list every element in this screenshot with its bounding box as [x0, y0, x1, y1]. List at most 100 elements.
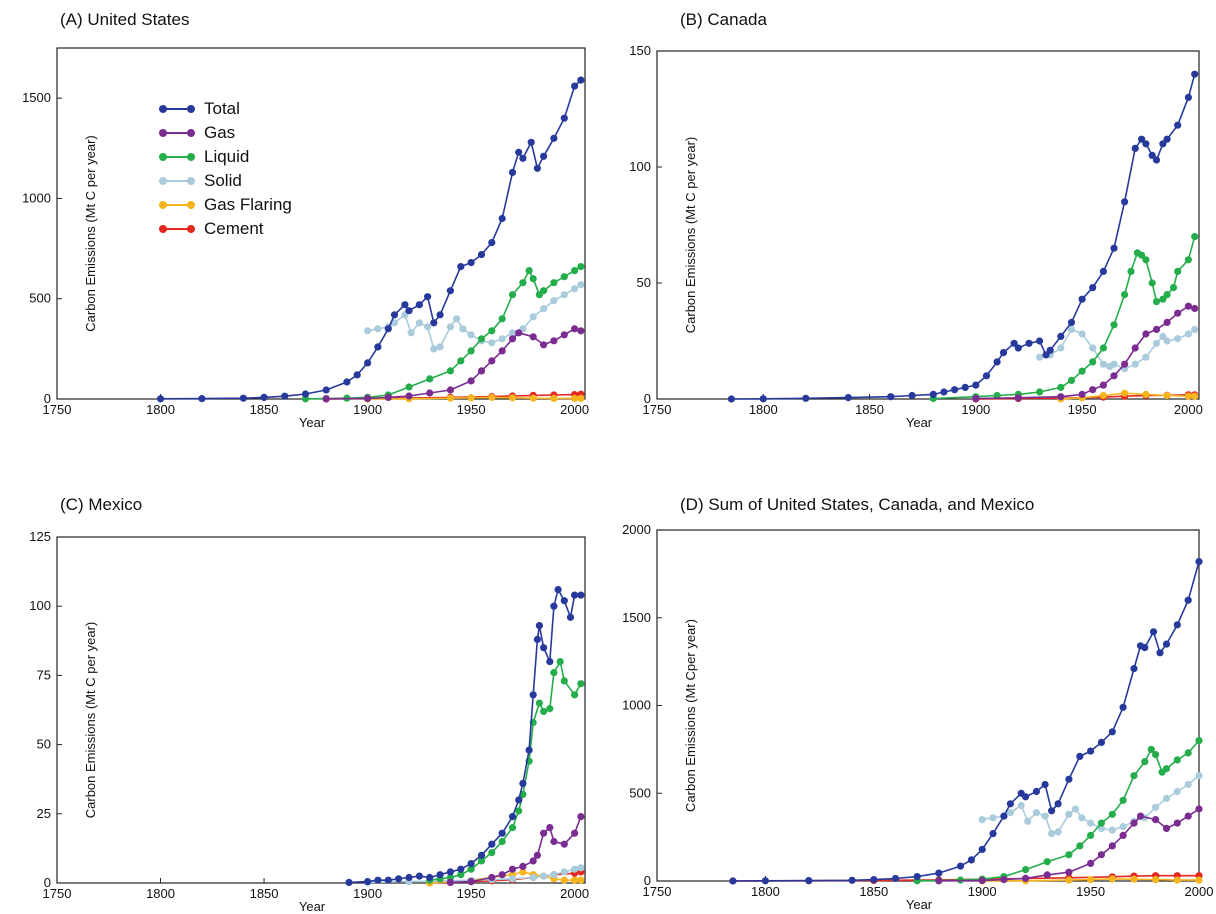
- data-point-gas-flaring: [1108, 875, 1116, 883]
- data-point-liquid: [467, 347, 475, 355]
- data-point-liquid: [1142, 256, 1150, 264]
- data-point-total: [533, 164, 542, 172]
- data-point-solid: [1131, 360, 1139, 368]
- data-point-solid: [1078, 814, 1086, 822]
- data-point-gas-flaring: [1173, 876, 1181, 884]
- series-liquid: [913, 737, 1203, 885]
- series-gas: [972, 302, 1199, 403]
- y-axis-label: Carbon Emissions (Mt C per year): [83, 622, 98, 819]
- data-point-liquid: [1173, 756, 1181, 764]
- data-point-total: [436, 871, 444, 879]
- data-point-total: [508, 813, 517, 821]
- y-tick-label: 1000: [622, 698, 651, 713]
- data-point-liquid: [577, 680, 585, 688]
- data-point-solid: [1057, 344, 1065, 352]
- data-point-total: [870, 876, 878, 884]
- panel-sum: (D) Sum of United States, Canada, and Me…: [608, 457, 1216, 914]
- y-tick-label: 100: [629, 159, 651, 174]
- data-point-gas: [1142, 330, 1150, 338]
- legend-label-cement: Cement: [204, 219, 264, 238]
- data-point-liquid: [1184, 256, 1192, 264]
- legend-swatch-cement: [158, 223, 196, 235]
- data-point-total: [395, 875, 403, 883]
- legend-swatch-solid: [158, 175, 196, 187]
- y-tick-label: 1500: [22, 90, 51, 105]
- data-point-gas-flaring: [1099, 391, 1107, 400]
- data-point-total: [1191, 70, 1199, 78]
- data-point-gas-flaring: [1130, 875, 1138, 883]
- data-point-solid: [1159, 332, 1167, 340]
- legend-label-solid: Solid: [204, 171, 242, 190]
- data-point-solid: [1162, 794, 1171, 803]
- chart-united-states: 1750 1800 1850 1900 1950 2000 0 500 1000 1500 Year…: [22, 47, 589, 430]
- data-point-total: [989, 830, 997, 838]
- y-tick-label: 0: [44, 391, 51, 406]
- data-point-solid: [550, 297, 558, 305]
- legend-marker: [159, 177, 195, 185]
- x-tick-label: 1800: [749, 402, 778, 417]
- x-tick-label: 1750: [643, 402, 672, 417]
- data-point-liquid: [1057, 383, 1065, 391]
- legend-swatch-gas-flaring: [158, 199, 196, 211]
- data-point-total: [540, 152, 548, 160]
- data-point-solid: [1065, 810, 1073, 818]
- data-point-gas: [1152, 325, 1161, 333]
- data-point-gas: [1162, 824, 1171, 832]
- data-point-liquid: [1174, 267, 1182, 275]
- data-point-solid: [571, 865, 579, 873]
- x-tick-label: 1800: [146, 402, 175, 417]
- data-point-total: [1162, 640, 1171, 648]
- data-point-gas: [1195, 805, 1203, 813]
- data-point-liquid: [1148, 279, 1156, 287]
- data-point-gas-flaring: [1087, 876, 1095, 884]
- data-point-total: [301, 390, 310, 398]
- data-point-gas-flaring: [508, 394, 517, 402]
- data-point-gas: [529, 857, 537, 865]
- panel-title: (D) Sum of United States, Canada, and Me…: [680, 495, 1035, 514]
- data-point-gas: [1121, 360, 1129, 368]
- data-point-total: [1078, 295, 1086, 303]
- data-point-solid: [1078, 330, 1086, 338]
- data-point-gas-flaring: [1184, 392, 1192, 400]
- data-point-total: [322, 386, 330, 394]
- data-point-solid: [430, 345, 438, 353]
- data-point-liquid: [1162, 765, 1171, 773]
- data-point-gas: [560, 331, 568, 339]
- data-point-gas: [972, 394, 980, 403]
- data-point-gas: [446, 878, 454, 886]
- data-point-total: [1014, 344, 1022, 352]
- data-point-solid: [529, 873, 537, 882]
- plot-frame: [656, 50, 1200, 400]
- data-point-solid: [989, 814, 997, 822]
- series-liquid: [929, 233, 1199, 403]
- data-point-solid: [1099, 360, 1107, 368]
- data-point-total: [1110, 244, 1118, 252]
- data-point-gas: [1065, 868, 1073, 876]
- data-point-total: [967, 856, 975, 864]
- legend-marker: [159, 129, 195, 137]
- data-point-solid: [488, 339, 496, 347]
- chart-sum: 1750 1800 1850 1900 1950 2000 0 500 1000 1500 2000…: [622, 522, 1213, 912]
- data-point-total: [467, 860, 475, 868]
- data-point-solid: [1163, 337, 1171, 345]
- data-point-liquid: [1138, 251, 1146, 259]
- data-point-total: [527, 138, 535, 146]
- data-point-total: [239, 394, 247, 402]
- data-point-liquid: [571, 691, 579, 699]
- data-point-total: [1057, 332, 1065, 340]
- data-point-total: [1195, 558, 1203, 566]
- data-point-gas: [550, 337, 558, 345]
- data-point-total: [566, 613, 575, 621]
- data-point-total: [1119, 703, 1127, 711]
- data-point-liquid: [1089, 358, 1097, 366]
- data-point-gas: [1131, 344, 1139, 352]
- data-point-total: [498, 829, 506, 837]
- y-tick-label: 500: [29, 291, 51, 306]
- series-line-total: [348, 588, 581, 884]
- data-point-gas: [1152, 816, 1160, 824]
- data-point-total: [913, 873, 921, 881]
- data-point-total: [805, 877, 813, 885]
- legend-marker: [159, 153, 195, 161]
- x-tick-label: 1850: [859, 884, 888, 899]
- series-gas: [446, 813, 585, 886]
